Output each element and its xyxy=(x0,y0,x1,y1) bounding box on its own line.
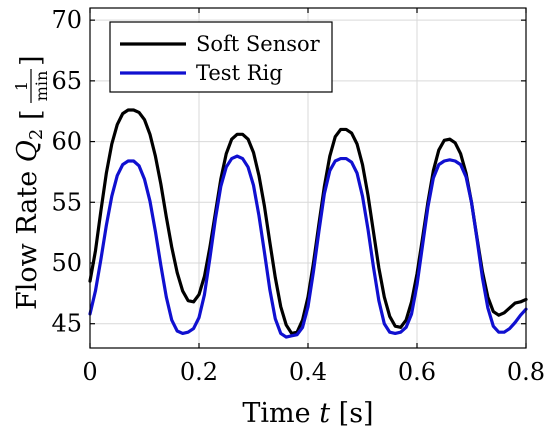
y-tick-label: 70 xyxy=(51,6,82,34)
y-axis-title: Flow Rate Q2 [ 1 min ] xyxy=(12,55,51,310)
x-axis-title-var: t xyxy=(319,398,330,429)
x-axis-title-prefix: Time xyxy=(242,398,319,429)
series-layer xyxy=(88,108,528,339)
y-tick-label: 65 xyxy=(51,67,82,95)
x-tick-label: 0.8 xyxy=(507,358,545,386)
legend: Soft Sensor Test Rig xyxy=(109,21,333,93)
legend-label: Soft Sensor xyxy=(196,32,321,56)
x-axis-title-unit: [s] xyxy=(330,398,374,429)
y-axis-title-prefix: Flow Rate xyxy=(12,162,43,310)
y-axis-title-text: Flow Rate Q2 xyxy=(12,129,47,310)
y-tick-label: 50 xyxy=(51,249,82,277)
y-axis-title-subscript: 2 xyxy=(26,129,47,140)
y-unit-denominator: min xyxy=(32,71,51,102)
legend-label: Test Rig xyxy=(196,61,283,85)
y-unit-open-bracket: [ xyxy=(16,109,47,120)
x-tick-label: 0.2 xyxy=(180,358,218,386)
y-axis-title-var: Q xyxy=(12,140,43,162)
plot-frame xyxy=(89,7,527,349)
x-axis-title: Time t [s] xyxy=(242,398,373,429)
legend-box xyxy=(109,21,333,93)
x-tick-label: 0.4 xyxy=(289,358,327,386)
x-tick-label: 0 xyxy=(82,358,97,386)
y-tick-label: 60 xyxy=(51,128,82,156)
series-line-test-rig xyxy=(88,154,528,339)
y-axis-unit: [ 1 min ] xyxy=(12,55,51,120)
y-unit-numerator: 1 xyxy=(12,81,31,91)
y-unit-close-bracket: ] xyxy=(16,55,47,66)
y-tick-label: 45 xyxy=(51,310,82,338)
y-tick-label: 55 xyxy=(51,188,82,216)
ticks-layer: 0 0.2 0.4 0.6 0.8 45 50 55 60 65 70 xyxy=(51,6,545,386)
x-tick-label: 0.6 xyxy=(398,358,436,386)
